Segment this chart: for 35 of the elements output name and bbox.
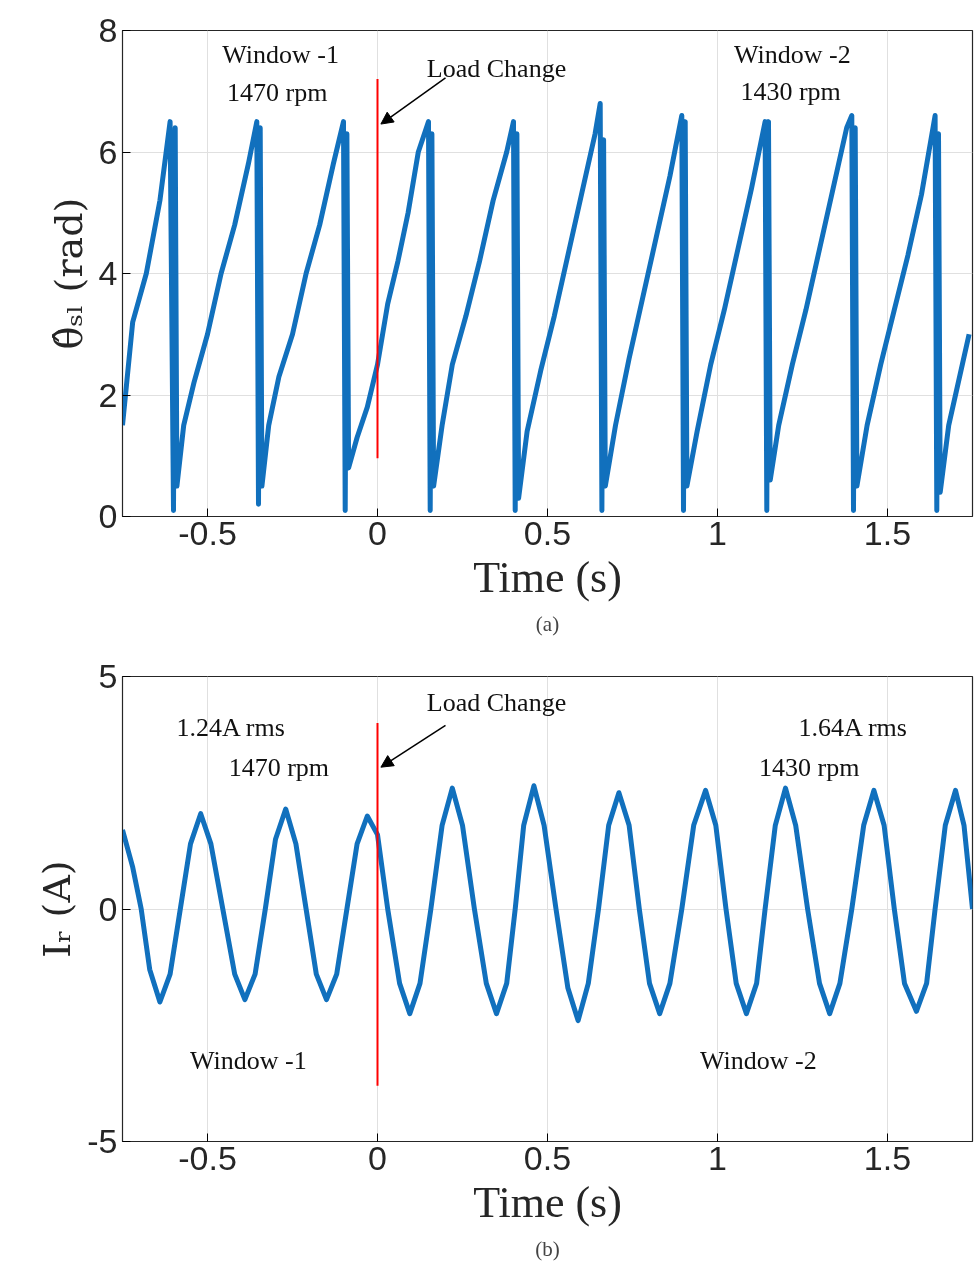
y-axis-title: Iᵣ (A)	[35, 860, 80, 958]
x-tick-label: 1.5	[863, 513, 912, 552]
x-tick-label: -0.5	[178, 1138, 237, 1177]
annotation: Window -1	[189, 1045, 307, 1075]
x-tick-label: 1	[708, 513, 727, 552]
y-tick-label: 4	[98, 254, 118, 292]
text: (a)	[535, 611, 560, 636]
y-axis-title: θ̂ₛₗ (rad)	[46, 197, 91, 350]
annotation: Window -1	[222, 40, 339, 70]
annotation: Window -2	[733, 40, 851, 70]
x-tick-label: -0.5	[178, 513, 237, 552]
annotation: Window -2	[699, 1045, 817, 1075]
annotation: 1.24A rms	[176, 713, 285, 743]
annotation: 1430 rpm	[740, 76, 841, 106]
y-tick-label: 8	[98, 11, 118, 49]
text: (b)	[535, 1236, 560, 1261]
x-tick-label: 1.5	[863, 1138, 912, 1177]
annotation: 1470 rpm	[227, 78, 328, 108]
annotation: 1470 rpm	[228, 752, 330, 782]
x-tick-label: 0.5	[523, 513, 572, 552]
x-tick-label: 0	[368, 513, 387, 552]
annotation: Load Change	[426, 687, 567, 717]
x-axis-title: Time (s)	[473, 1177, 622, 1227]
y-tick-label: 6	[98, 132, 118, 171]
x-axis-title: Time (s)	[473, 552, 622, 602]
x-tick-label: 1	[708, 1138, 727, 1177]
x-tick-label: 0	[368, 1138, 387, 1177]
y-tick-label: 2	[98, 375, 118, 414]
y-tick-label: 5	[98, 657, 118, 695]
x-tick-label: 0.5	[523, 1138, 572, 1177]
annotation: Load Change	[426, 53, 567, 83]
annotation: 1.64A rms	[798, 713, 907, 743]
y-tick-label: -5	[87, 1122, 118, 1160]
annotation: 1430 rpm	[759, 752, 860, 782]
y-tick-label: 0	[98, 889, 118, 928]
